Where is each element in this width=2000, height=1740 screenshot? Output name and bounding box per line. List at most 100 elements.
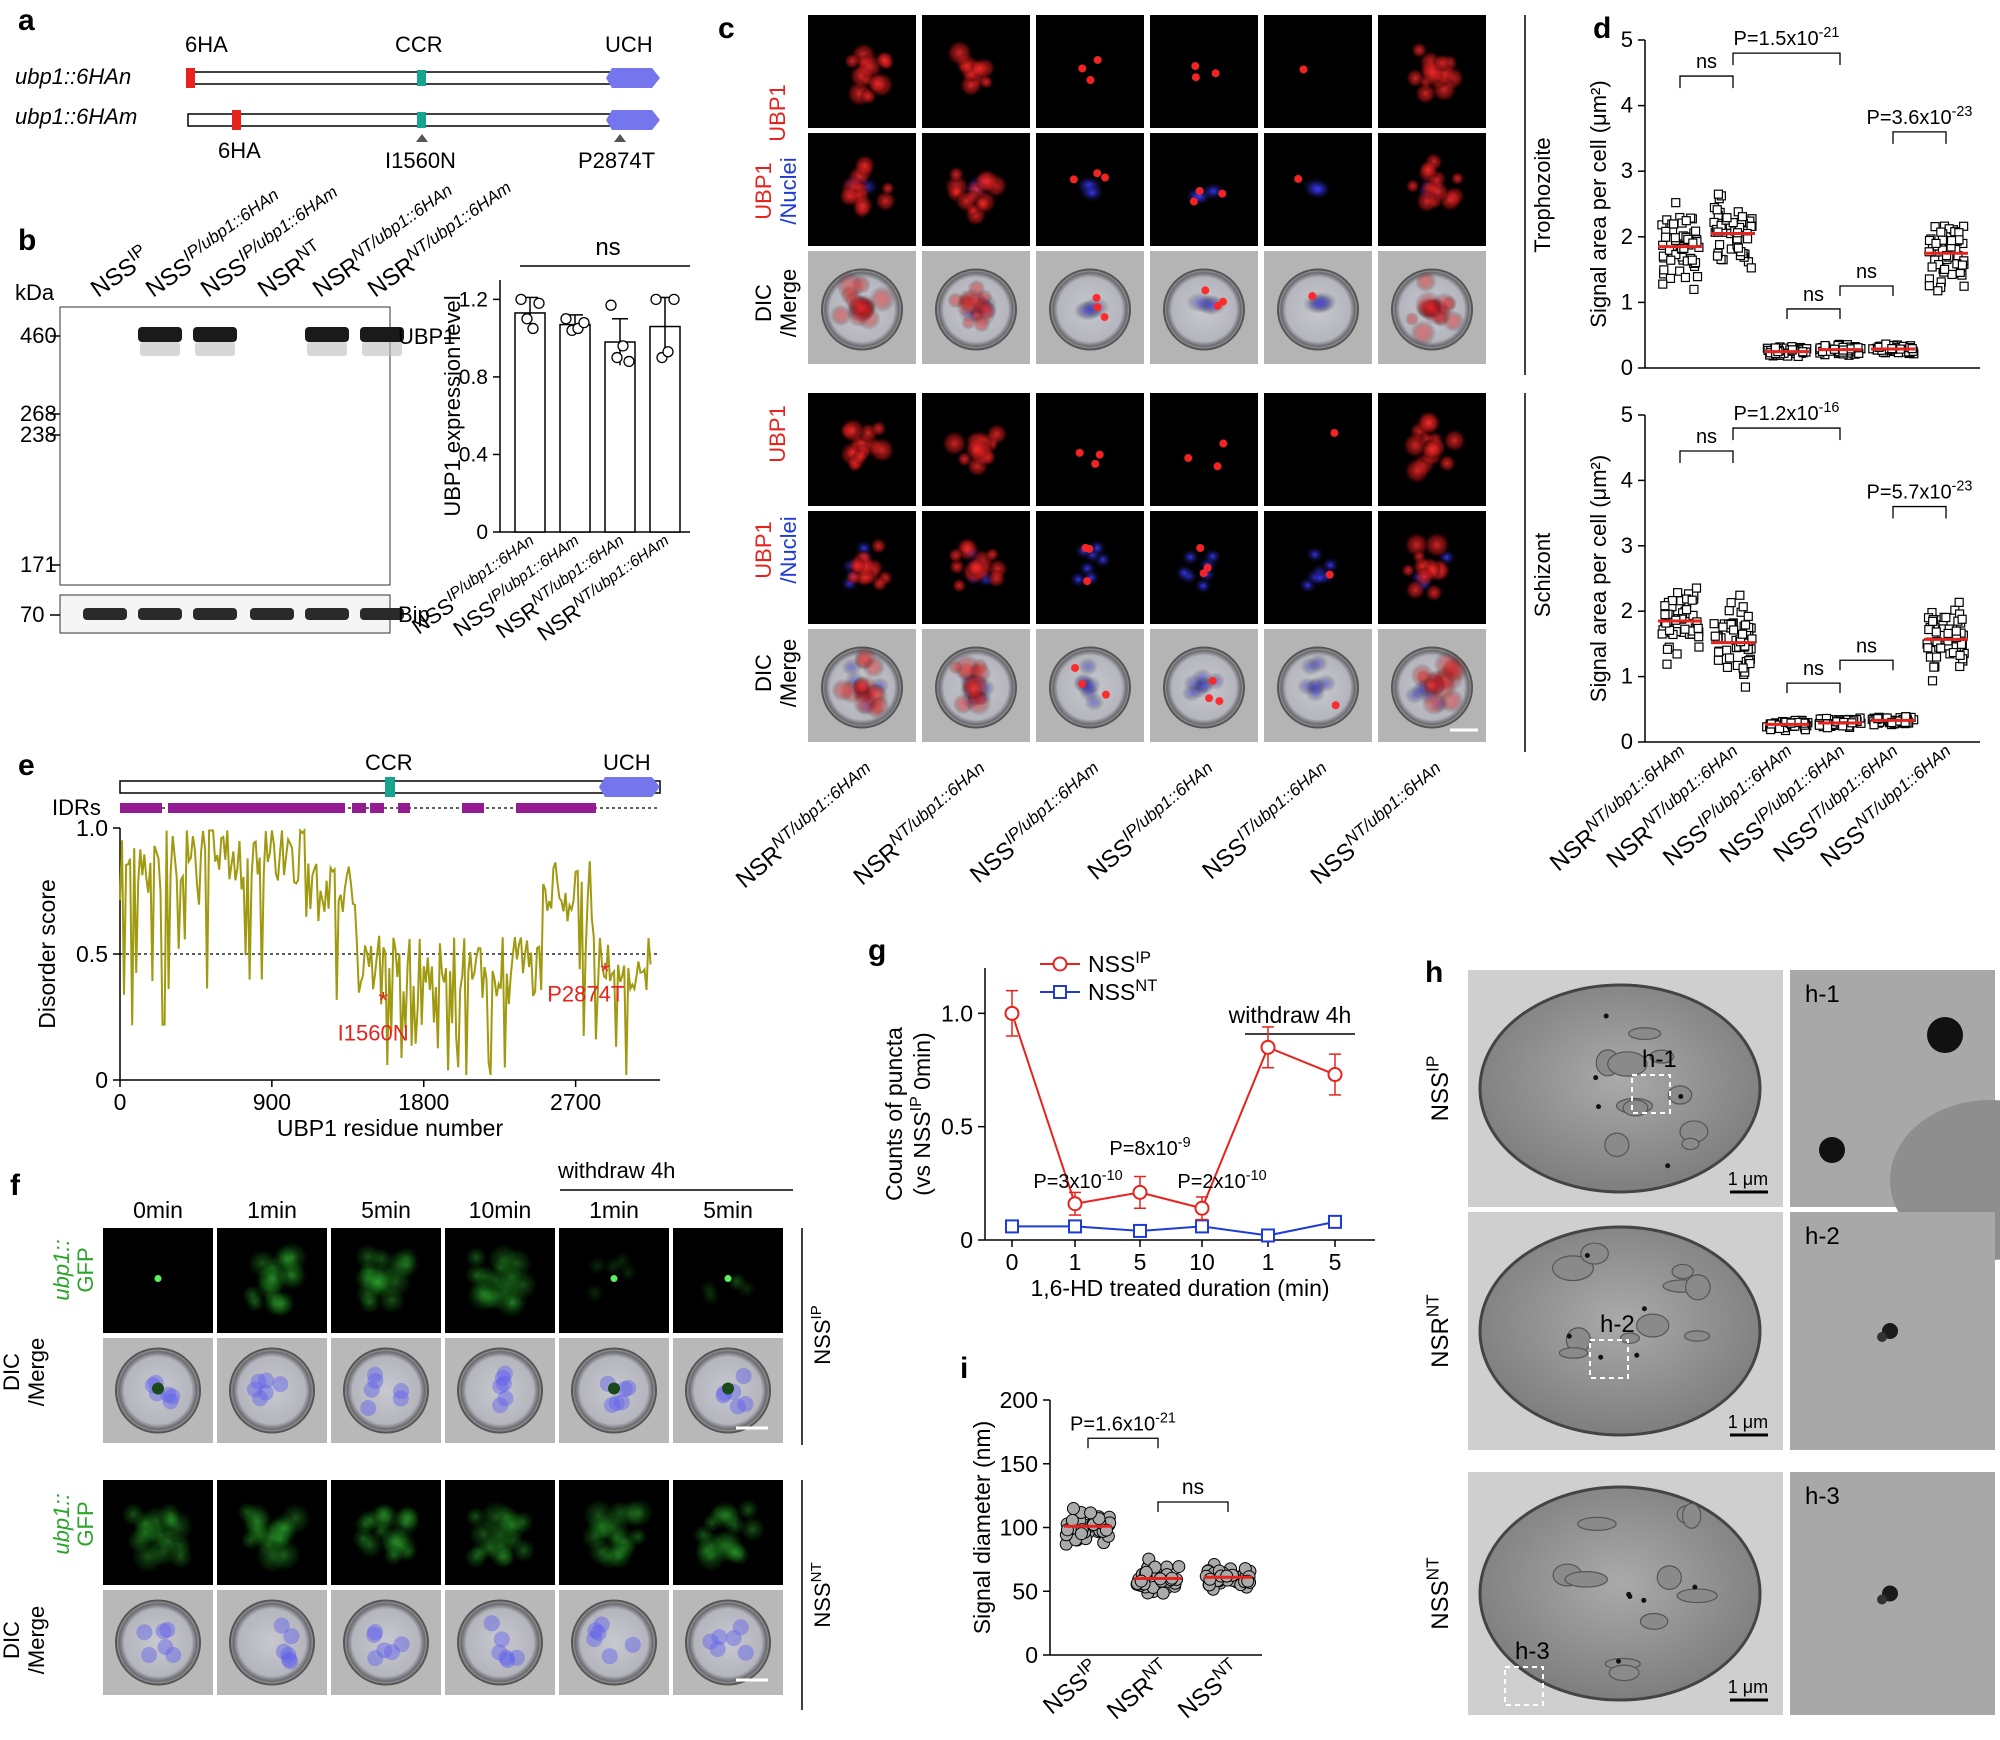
inset-granule — [1877, 1594, 1887, 1605]
c-img-r4-c4 — [1264, 511, 1372, 624]
red-punctum — [1091, 459, 1100, 468]
i-point — [1203, 1572, 1217, 1586]
em-dot — [1641, 1597, 1647, 1603]
green-diffuse — [694, 1539, 728, 1573]
d-pvalue-sup: -23 — [1952, 104, 1973, 120]
red-punctum — [1325, 570, 1334, 579]
green-faint — [584, 1282, 605, 1303]
bip-band-4 — [305, 608, 349, 620]
row-label-ubp1-troph: UBP1 — [765, 84, 790, 141]
c-img-r0-c3 — [1150, 15, 1258, 128]
em-organelle — [1676, 1588, 1718, 1604]
row-label-ubp1-f: ubp1:: — [49, 1239, 74, 1300]
em-dot — [1593, 1075, 1599, 1081]
g-legend-nt-marker — [1053, 985, 1067, 999]
d-point — [1671, 249, 1681, 260]
i-cat-label-1: NSRNT — [1099, 1653, 1176, 1725]
i-ns: ns — [1182, 1476, 1204, 1499]
d-point — [1737, 212, 1748, 222]
c-img-r2-c3 — [1150, 251, 1258, 364]
f-img-r0-c0 — [103, 1228, 213, 1333]
d-cat-label-5-sup: NT/ubp1::6HAn — [1850, 740, 1954, 832]
e-xtick-label: 0 — [114, 1089, 127, 1115]
i-bracket-2 — [1157, 1501, 1229, 1512]
f-img-r1-c1 — [217, 1338, 327, 1443]
nucleus — [1077, 657, 1098, 676]
nucleus-overlay — [624, 1636, 641, 1653]
green-diffuse — [623, 1497, 655, 1529]
em-cell — [1478, 983, 1762, 1194]
d-point — [1693, 623, 1703, 633]
e-xlabel: UBP1 residue number — [277, 1115, 504, 1141]
red-signal — [874, 189, 897, 213]
green-diffuse — [605, 1542, 634, 1571]
mutation-1-label-a: I1560N — [385, 148, 456, 173]
d-point — [1931, 652, 1942, 662]
green-punctum — [610, 1275, 618, 1282]
gfp-overlay — [722, 1382, 734, 1395]
d-bracket — [1892, 505, 1947, 519]
red-punctum — [1100, 313, 1109, 322]
red-punctum — [1195, 187, 1204, 196]
gfp-overlay — [152, 1382, 164, 1395]
b-ytick-label: 0.8 — [459, 366, 488, 389]
panel-c: c UBP1 UBP1 /Nuclei DIC /Merge UBP1 UBP1… — [718, 12, 1555, 894]
nucleus-overlay — [492, 1397, 509, 1414]
row-label-ubp1-schiz: UBP1 — [765, 405, 790, 462]
h-row-1: h-2 1 μm NSRNT h-2 — [1422, 1212, 1995, 1450]
red-punctum — [1191, 73, 1200, 82]
row-label-ubp1-f2: ubp1:: — [49, 1493, 74, 1554]
row-label-merge-troph: /Merge — [776, 269, 801, 337]
c-img-r5-c4 — [1264, 629, 1372, 742]
f-img-r1-c4 — [559, 1338, 669, 1443]
g-nt-line — [1012, 1220, 1336, 1237]
green-diffuse — [709, 1499, 742, 1532]
f-img-r3-c0 — [103, 1590, 213, 1695]
d-point — [1692, 272, 1703, 282]
panel-d-label: d — [1593, 12, 1611, 45]
red-punctum — [1299, 65, 1308, 74]
d-ns: ns — [1856, 635, 1877, 657]
em-organelle — [1619, 1332, 1640, 1344]
f-img-r0-c2 — [331, 1228, 441, 1333]
red-punctum — [1071, 663, 1080, 672]
g-pvalue-2-sup: -9 — [1178, 1135, 1191, 1151]
red-punctum — [1093, 169, 1102, 178]
red-signal — [866, 72, 889, 95]
d-point — [1694, 642, 1704, 652]
g-xtick-label: 5 — [1329, 1249, 1342, 1275]
d-point — [1714, 240, 1725, 250]
d-point — [1658, 279, 1668, 289]
row-label-merge-f: /Merge — [24, 1338, 49, 1406]
red-signal — [947, 292, 964, 309]
em-inset-label: h-3 — [1805, 1483, 1840, 1510]
green-diffuse — [510, 1537, 537, 1564]
puncta-count-plot: 0 0.5 1.0 0 1 5 10 1 51,6-HD treated duration (m… — [881, 948, 1375, 1301]
green-diffuse — [739, 1515, 767, 1543]
g-pvalue-1: P=3x10-10 — [1033, 1168, 1122, 1193]
c-img-r0-c2 — [1036, 15, 1144, 128]
d-ytick-label: 4 — [1621, 467, 1633, 492]
red-signal — [1418, 159, 1439, 180]
ccr-box-e — [385, 777, 395, 797]
i-point — [1134, 1574, 1148, 1588]
c-img-r0-c5 — [1378, 15, 1486, 128]
nucleus-overlay — [155, 1623, 172, 1640]
b-point — [611, 351, 623, 364]
nucleus-overlay — [367, 1624, 384, 1641]
red-punctum — [1203, 563, 1212, 572]
nucleus-overlay — [603, 1396, 620, 1413]
d-point — [1689, 284, 1699, 295]
kda-label: kDa — [15, 280, 55, 305]
em-cell — [1478, 1485, 1762, 1702]
d-point — [1928, 616, 1938, 626]
idr-segment-0 — [120, 803, 162, 813]
red-punctum — [1308, 292, 1317, 301]
red-signal — [839, 417, 867, 444]
c-col-label-0-sup: NT/ubp1::6HAm — [767, 757, 875, 852]
nucleus-overlay — [616, 1381, 633, 1398]
g-ip-point-3 — [1194, 1200, 1210, 1216]
em-dot — [1616, 1658, 1622, 1664]
g-xtick-label: 1 — [1262, 1249, 1275, 1275]
